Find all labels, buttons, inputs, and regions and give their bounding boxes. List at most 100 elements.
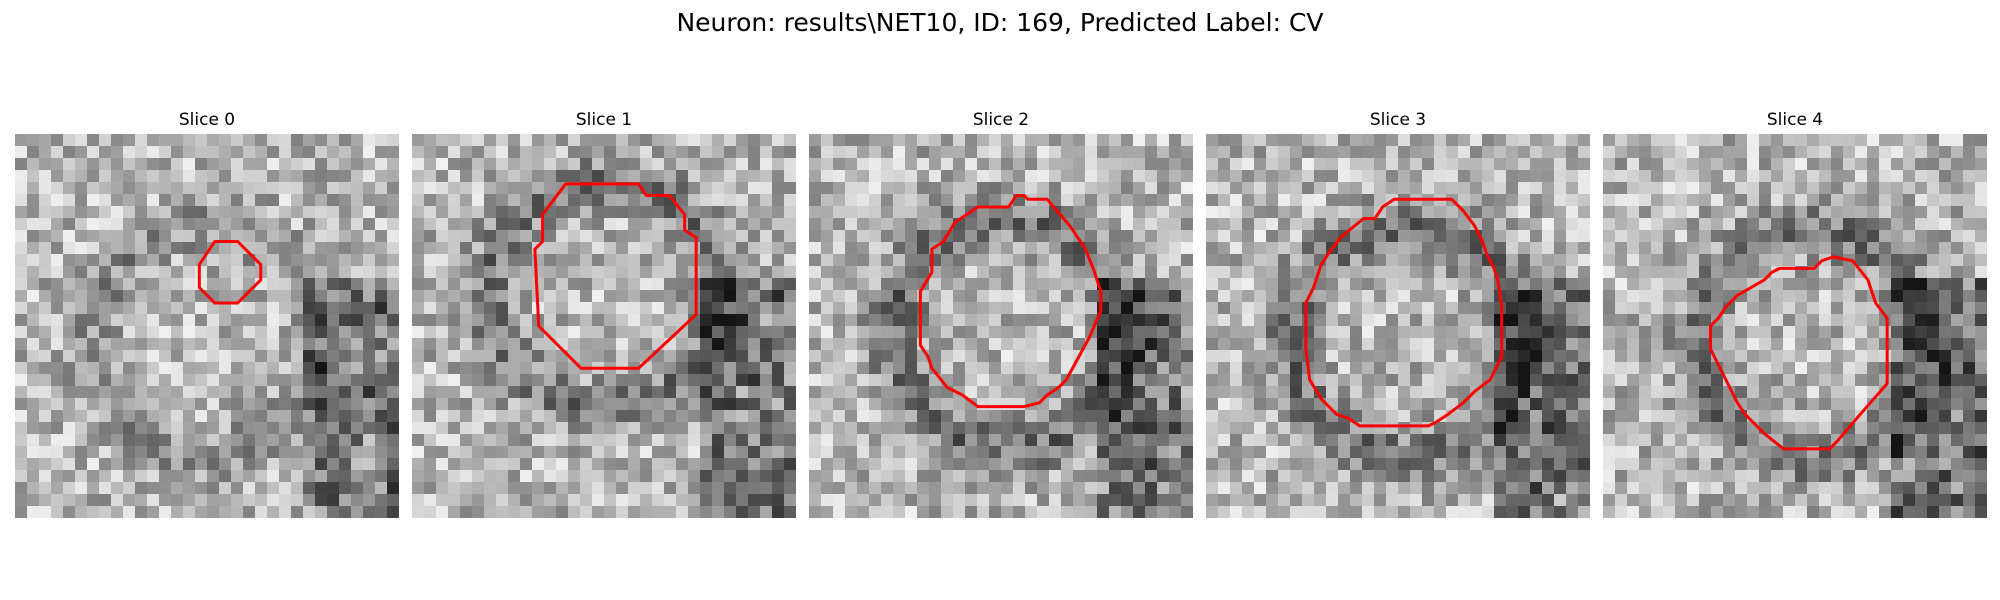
image-pixel [1482,398,1495,411]
image-pixel [1566,350,1579,363]
image-pixel [977,170,990,183]
image-pixel [1831,362,1844,375]
image-pixel [147,254,160,267]
image-pixel [520,242,533,255]
image-pixel [664,278,677,291]
image-pixel [893,290,906,303]
image-pixel [929,434,942,447]
image-pixel [171,506,184,518]
image-pixel [905,434,918,447]
image-pixel [1867,374,1880,387]
image-pixel [688,254,701,267]
image-pixel [724,266,737,279]
image-pixel [363,254,376,267]
image-pixel [1338,290,1351,303]
image-pixel [231,326,244,339]
image-pixel [472,470,485,483]
image-pixel [1975,206,1987,219]
image-pixel [1975,194,1987,207]
image-pixel [1121,446,1134,459]
image-pixel [724,326,737,339]
image-pixel [1374,326,1387,339]
image-pixel [195,410,208,423]
image-pixel [965,458,978,471]
image-pixel [1639,242,1652,255]
image-pixel [315,326,328,339]
image-pixel [1879,362,1892,375]
image-pixel [111,410,124,423]
image-pixel [291,446,304,459]
image-pixel [772,146,785,159]
image-pixel [676,302,689,315]
image-pixel [99,362,112,375]
image-pixel [1687,398,1700,411]
image-pixel [183,410,196,423]
image-pixel [1963,446,1976,459]
image-pixel [748,266,761,279]
image-pixel [712,146,725,159]
image-pixel [640,422,653,435]
image-pixel [1013,410,1026,423]
image-pixel [1410,410,1423,423]
image-pixel [1350,170,1363,183]
image-pixel [881,278,894,291]
image-pixel [1554,206,1567,219]
image-pixel [135,302,148,315]
image-pixel [135,374,148,387]
image-pixel [1049,482,1062,495]
image-pixel [857,242,870,255]
image-pixel [941,458,954,471]
image-pixel [27,290,40,303]
image-pixel [760,254,773,267]
image-pixel [1807,218,1820,231]
image-pixel [941,146,954,159]
image-pixel [821,434,834,447]
image-pixel [1001,302,1014,315]
image-pixel [1386,278,1399,291]
image-pixel [1687,410,1700,423]
image-pixel [1398,326,1411,339]
image-pixel [736,170,749,183]
image-pixel [195,182,208,195]
image-pixel [809,158,822,171]
image-pixel [1338,422,1351,435]
image-pixel [448,194,461,207]
image-pixel [1627,230,1640,243]
image-pixel [532,170,545,183]
image-pixel [580,194,593,207]
image-pixel [640,482,653,495]
image-pixel [1290,242,1303,255]
image-pixel [893,206,906,219]
image-pixel [989,326,1002,339]
image-pixel [1013,338,1026,351]
image-pixel [1903,446,1916,459]
image-pixel [965,338,978,351]
image-pixel [1831,146,1844,159]
image-pixel [700,302,713,315]
image-pixel [1518,422,1531,435]
image-pixel [1157,434,1170,447]
image-pixel [628,350,641,363]
image-pixel [1290,434,1303,447]
image-pixel [1133,134,1146,147]
image-pixel [15,458,28,471]
image-pixel [700,350,713,363]
image-pixel [1927,134,1940,147]
image-pixel [688,158,701,171]
image-pixel [965,374,978,387]
image-pixel [628,398,641,411]
image-pixel [917,254,930,267]
image-pixel [159,218,172,231]
image-pixel [1001,278,1014,291]
image-pixel [484,314,497,327]
image-pixel [1819,290,1832,303]
image-pixel [279,374,292,387]
image-pixel [436,254,449,267]
image-pixel [965,146,978,159]
image-pixel [881,194,894,207]
image-pixel [1867,314,1880,327]
image-pixel [1085,494,1098,507]
image-pixel [255,314,268,327]
image-pixel [1001,266,1014,279]
image-pixel [1795,206,1808,219]
